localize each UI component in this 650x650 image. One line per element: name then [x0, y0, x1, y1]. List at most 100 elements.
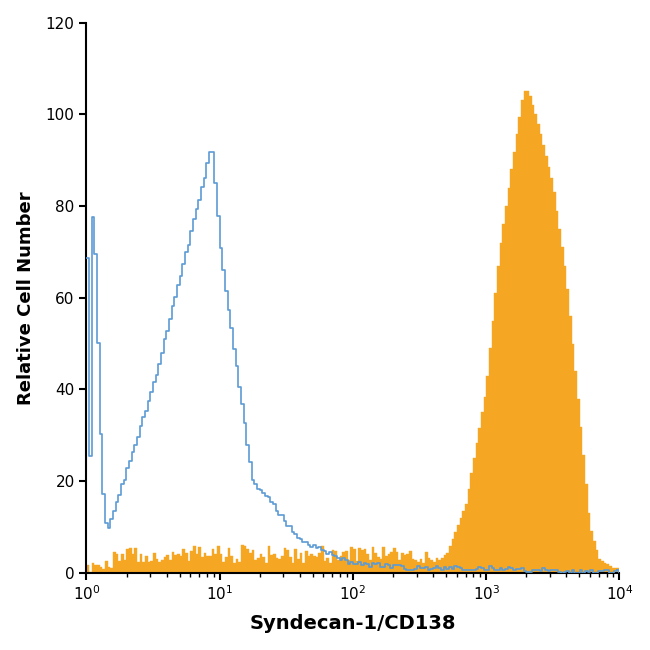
Bar	[372, 547, 374, 573]
Bar	[321, 546, 324, 573]
Bar	[526, 92, 529, 573]
Bar	[270, 556, 273, 573]
Bar	[241, 545, 244, 573]
Bar	[420, 558, 423, 573]
Bar	[276, 558, 278, 573]
Bar	[201, 557, 203, 573]
Bar	[150, 561, 153, 573]
Bar	[135, 548, 137, 573]
Bar	[161, 560, 164, 573]
Bar	[390, 552, 393, 573]
Bar	[105, 562, 108, 573]
Bar	[561, 247, 564, 573]
Bar	[180, 556, 183, 573]
Bar	[603, 563, 606, 573]
Bar	[166, 555, 169, 573]
Bar	[574, 371, 577, 573]
Bar	[481, 412, 484, 573]
Bar	[334, 551, 337, 573]
Bar	[185, 553, 188, 573]
Bar	[588, 513, 590, 573]
Bar	[169, 560, 172, 573]
Bar	[225, 557, 227, 573]
Bar	[260, 554, 263, 573]
Bar	[324, 562, 326, 573]
Bar	[193, 546, 196, 573]
Bar	[257, 558, 260, 573]
Bar	[447, 553, 449, 573]
Bar	[401, 552, 404, 573]
Bar	[278, 559, 281, 573]
Bar	[382, 547, 385, 573]
Bar	[387, 554, 390, 573]
Bar	[132, 554, 135, 573]
Bar	[443, 555, 447, 573]
Bar	[393, 549, 396, 573]
Bar	[473, 458, 476, 573]
Bar	[103, 569, 105, 573]
Bar	[249, 552, 252, 573]
Bar	[558, 229, 561, 573]
Bar	[377, 557, 380, 573]
Bar	[497, 266, 500, 573]
Bar	[556, 211, 558, 573]
Bar	[598, 559, 601, 573]
Bar	[116, 554, 118, 573]
Bar	[353, 549, 356, 573]
Bar	[532, 105, 534, 573]
Bar	[281, 556, 283, 573]
Bar	[484, 397, 486, 573]
Bar	[287, 550, 289, 573]
Bar	[177, 554, 180, 573]
Bar	[595, 550, 598, 573]
Bar	[508, 188, 510, 573]
Bar	[550, 177, 553, 573]
Bar	[449, 546, 452, 573]
Bar	[417, 562, 420, 573]
Bar	[292, 564, 294, 573]
Y-axis label: Relative Cell Number: Relative Cell Number	[17, 191, 34, 404]
Bar	[289, 556, 292, 573]
Bar	[190, 551, 193, 573]
Bar	[140, 554, 142, 573]
Bar	[523, 92, 526, 573]
Bar	[374, 552, 377, 573]
Bar	[491, 320, 494, 573]
Bar	[502, 224, 505, 573]
Bar	[239, 562, 241, 573]
Bar	[542, 144, 545, 573]
Bar	[350, 547, 353, 573]
Bar	[203, 553, 207, 573]
Bar	[111, 568, 113, 573]
Bar	[396, 552, 398, 573]
Bar	[358, 547, 361, 573]
Bar	[409, 551, 411, 573]
Bar	[462, 511, 465, 573]
Bar	[337, 560, 340, 573]
Bar	[534, 114, 537, 573]
Bar	[316, 557, 318, 573]
Bar	[422, 564, 425, 573]
Bar	[97, 565, 100, 573]
Bar	[159, 562, 161, 573]
Bar	[302, 563, 305, 573]
Bar	[113, 552, 116, 573]
X-axis label: Syndecan-1/CD138: Syndecan-1/CD138	[250, 614, 456, 633]
Bar	[310, 554, 313, 573]
Bar	[164, 557, 166, 573]
Bar	[233, 563, 236, 573]
Bar	[590, 532, 593, 573]
Bar	[457, 525, 460, 573]
Bar	[156, 560, 159, 573]
Bar	[294, 549, 297, 573]
Bar	[283, 549, 287, 573]
Bar	[582, 455, 585, 573]
Bar	[268, 545, 270, 573]
Bar	[593, 541, 595, 573]
Bar	[142, 562, 145, 573]
Bar	[124, 560, 127, 573]
Bar	[500, 242, 502, 573]
Bar	[601, 561, 603, 573]
Bar	[505, 206, 508, 573]
Bar	[367, 554, 369, 573]
